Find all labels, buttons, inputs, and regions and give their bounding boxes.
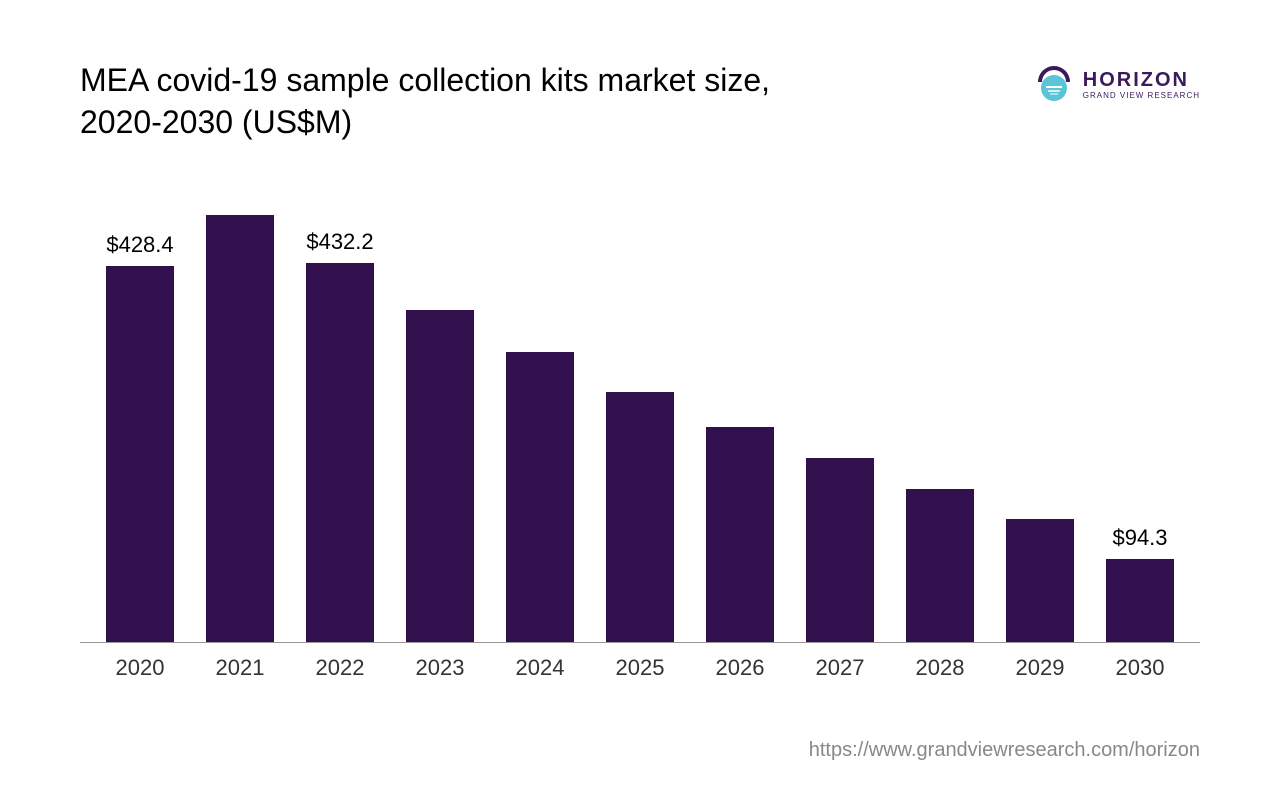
horizon-icon (1033, 64, 1075, 106)
bar-slot (590, 203, 690, 642)
logo-text: HORIZON GRAND VIEW RESEARCH (1083, 70, 1200, 100)
bar (1106, 559, 1174, 642)
bar (506, 352, 574, 642)
bar (606, 392, 674, 642)
bar-slot (690, 203, 790, 642)
bar (406, 310, 474, 642)
x-axis-label: 2020 (90, 643, 190, 683)
bar (106, 266, 174, 642)
x-axis-label: 2022 (290, 643, 390, 683)
x-axis-label: 2023 (390, 643, 490, 683)
bar (306, 263, 374, 642)
x-axis-label: 2025 (590, 643, 690, 683)
x-axis-label: 2028 (890, 643, 990, 683)
x-axis-label: 2026 (690, 643, 790, 683)
source-url: https://www.grandviewresearch.com/horizo… (809, 739, 1200, 762)
bar (1006, 519, 1074, 642)
bar (206, 215, 274, 642)
bar-slot: $428.4 (90, 203, 190, 642)
bar-value-label: $432.2 (306, 229, 373, 255)
logo-brand: HORIZON (1083, 70, 1200, 90)
bar-slot: $432.2 (290, 203, 390, 642)
bar-slot (390, 203, 490, 642)
x-axis-label: 2024 (490, 643, 590, 683)
x-axis-label: 2029 (990, 643, 1090, 683)
logo-subtitle: GRAND VIEW RESEARCH (1083, 92, 1200, 100)
brand-logo: HORIZON GRAND VIEW RESEARCH (1033, 64, 1200, 106)
bar-slot (190, 203, 290, 642)
bar (806, 458, 874, 642)
bar-slot (990, 203, 1090, 642)
bar-slot (490, 203, 590, 642)
x-axis-label: 2027 (790, 643, 890, 683)
x-axis-label: 2030 (1090, 643, 1190, 683)
bar-value-label: $94.3 (1112, 525, 1167, 551)
header: MEA covid-19 sample collection kits mark… (80, 60, 1200, 143)
bar-slot (890, 203, 990, 642)
chart-container: MEA covid-19 sample collection kits mark… (0, 0, 1280, 800)
bars-group: $428.4 $432.2 $94.3 (80, 203, 1200, 642)
bar-slot: $94.3 (1090, 203, 1190, 642)
plot-area: $428.4 $432.2 $94.3 (80, 203, 1200, 643)
bar (906, 489, 974, 643)
chart-area: $428.4$432.2$94.3 2020202120222023202420… (80, 203, 1200, 683)
bar-slot (790, 203, 890, 642)
bar-value-label: $428.4 (106, 232, 173, 258)
bar (706, 427, 774, 642)
x-axis-labels: 2020202120222023202420252026202720282029… (80, 643, 1200, 683)
x-axis-label: 2021 (190, 643, 290, 683)
chart-title: MEA covid-19 sample collection kits mark… (80, 60, 860, 143)
